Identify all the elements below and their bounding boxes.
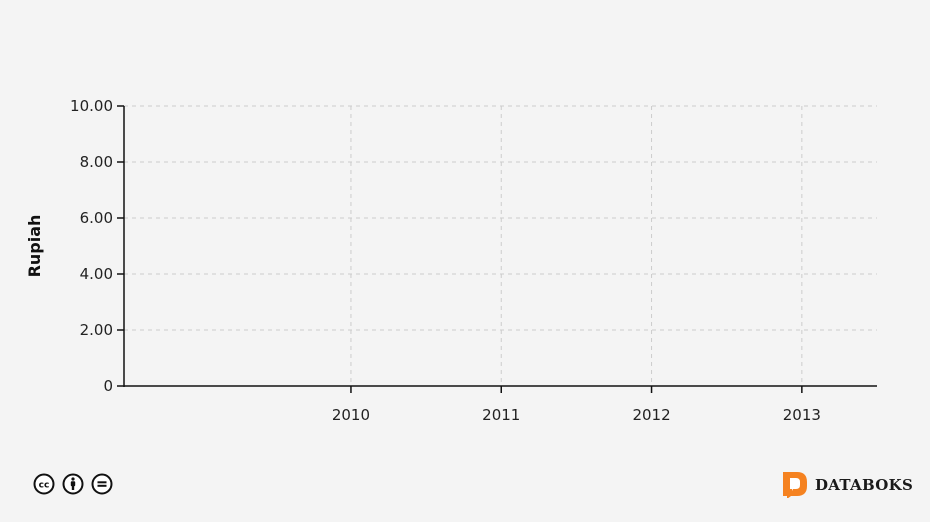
y-tick-label: 8.00	[80, 153, 113, 171]
grid	[124, 105, 877, 386]
y-tick-label: 4.00	[80, 265, 113, 283]
databoks-logo: DATABOKS	[783, 472, 913, 498]
y-tick-label: 0	[103, 377, 113, 395]
y-tick-label: 6.00	[80, 209, 113, 227]
y-axis-label: Rupiah	[25, 215, 44, 278]
attribution-icon	[62, 473, 84, 495]
brand-name: DATABOKS	[815, 476, 914, 494]
no-derivatives-icon	[91, 473, 113, 495]
axes: 0 2.00 4.00 6.00 8.00 10.00 2010 2011 2012 2013	[70, 97, 877, 424]
x-tick-label: 2013	[783, 406, 821, 424]
svg-text:cc: cc	[39, 481, 50, 491]
y-tick-label: 10.00	[70, 97, 113, 115]
y-tick-label: 2.00	[80, 321, 113, 339]
x-tick-label: 2012	[632, 406, 670, 424]
x-tick-label: 2010	[332, 406, 370, 424]
x-tick-label: 2011	[482, 406, 520, 424]
cc-icon: cc	[33, 473, 55, 495]
license-icons: cc	[33, 473, 113, 495]
databoks-logo-icon	[783, 472, 807, 498]
